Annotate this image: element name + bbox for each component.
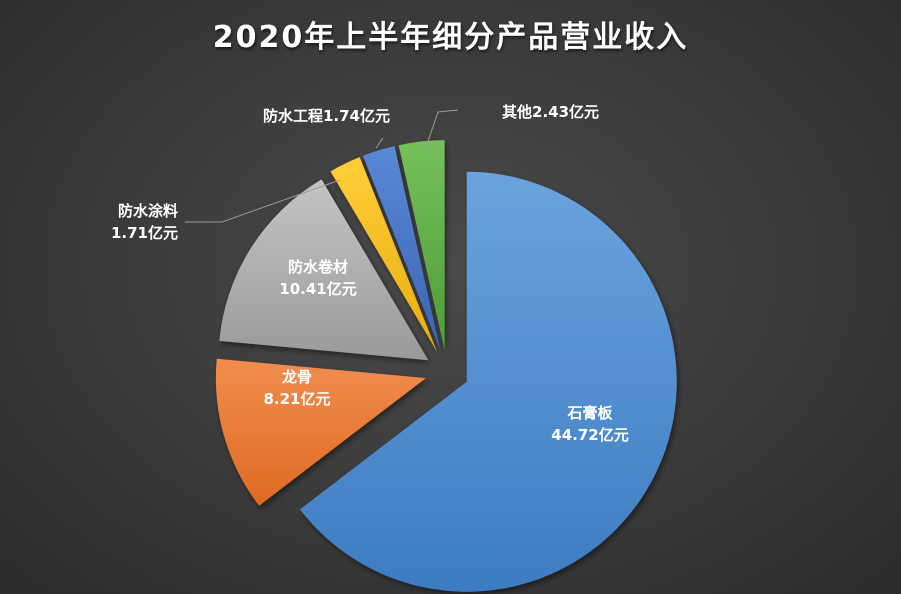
leader-line-3 xyxy=(185,179,341,223)
data-label-name: 石膏板 xyxy=(566,404,613,422)
data-label-value: 8.21亿元 xyxy=(263,390,330,408)
data-label-3: 防水涂料 1.71亿元 xyxy=(111,202,178,242)
data-label-2: 防水卷材 10.41亿元 xyxy=(279,258,356,298)
data-label-name: 其他 xyxy=(502,103,532,121)
chart-title: 2020年上半年细分产品营业收入 xyxy=(212,20,689,55)
pie-slice-1 xyxy=(215,358,426,506)
data-label-value: 44.72亿元 xyxy=(551,426,628,444)
leader-line-4 xyxy=(375,137,384,149)
data-label-0: 石膏板 44.72亿元 xyxy=(551,404,628,444)
pie-slice-3 xyxy=(330,157,438,353)
pie-slice-5 xyxy=(398,140,445,351)
data-label-name: 防水工程 xyxy=(263,107,323,125)
data-label-4: 防水工程1.74亿元 xyxy=(263,107,390,125)
leader-line-5 xyxy=(424,109,459,151)
data-label-5: 其他2.43亿元 xyxy=(502,103,599,121)
pie-slice-4 xyxy=(362,146,441,351)
data-label-value: 10.41亿元 xyxy=(279,280,356,298)
data-label-1: 龙骨 8.21亿元 xyxy=(263,368,330,408)
pie-slice-0 xyxy=(299,171,677,592)
data-label-name: 防水卷材 xyxy=(288,258,348,276)
data-label-name: 防水涂料 xyxy=(118,202,178,220)
data-label-value: 2.43亿元 xyxy=(532,103,599,121)
data-label-name: 龙骨 xyxy=(281,368,312,386)
pie-slice-2 xyxy=(219,179,429,361)
data-label-value: 1.71亿元 xyxy=(111,224,178,242)
data-label-value: 1.74亿元 xyxy=(323,107,390,125)
